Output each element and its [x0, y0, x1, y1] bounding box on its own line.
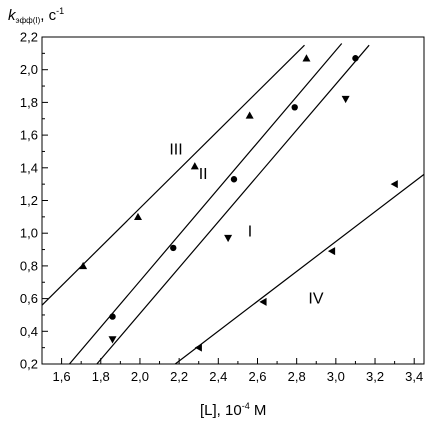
data-point-series-II [352, 55, 359, 62]
fit-lines [41, 43, 425, 365]
x-tick-label: 2,8 [288, 369, 306, 384]
data-point-series-II [109, 313, 116, 320]
x-axis-title-tail: M [250, 402, 267, 419]
data-point-series-IV [259, 297, 267, 306]
data-point-series-I [341, 95, 350, 104]
data-point-series-III [133, 212, 142, 221]
y-tick-label: 1,0 [20, 226, 38, 241]
y-tick-label: 0,2 [20, 357, 38, 372]
y-axis-title-tail: , c [40, 7, 56, 24]
data-point-series-III [190, 162, 199, 170]
data-point-series-II [170, 244, 177, 252]
x-tick-label: 3,2 [366, 369, 384, 384]
y-tick-label: 1,4 [20, 160, 38, 175]
y-tick-label: 0,6 [20, 291, 38, 306]
x-axis-title-superscript: -4 [242, 401, 250, 411]
y-tick-label: 0,4 [20, 324, 38, 339]
x-tick-label: 2,6 [248, 369, 266, 384]
x-tick-label: 1,8 [92, 369, 110, 384]
data-point-series-III [302, 54, 311, 62]
y-axis-ticks: 0,2 0,4 0,6 0,8 1,0 1,2 1,4 1,6 1,8 2,0 2,2 [20, 30, 48, 372]
x-tick-label: 2,4 [209, 369, 227, 384]
fit-line-series-III [41, 44, 305, 306]
series-label-III: III [169, 142, 182, 159]
data-point-series-II [230, 176, 238, 183]
data-markers [79, 54, 398, 352]
y-axis-title-main: k [8, 7, 17, 24]
y-tick-label: 2,0 [20, 62, 38, 77]
fit-line-series-I [96, 44, 370, 365]
y-tick-label: 1,8 [20, 95, 38, 110]
data-point-series-III [79, 261, 88, 270]
y-tick-label: 0,8 [20, 258, 38, 273]
plot-area-border [41, 36, 425, 365]
x-axis-ticks: 1,6 1,8 2,0 2,2 2,4 2,6 2,8 3,0 3,2 3,4 [53, 358, 423, 384]
y-tick-label: 2,2 [20, 30, 38, 45]
x-tick-label: 2,2 [170, 369, 188, 384]
fit-line-series-IV [174, 173, 425, 365]
y-axis-title: kэфф(I), c-1 [8, 6, 64, 25]
data-point-series-III [245, 111, 254, 119]
plot-frame [41, 36, 425, 365]
data-point-series-IV [194, 343, 202, 352]
data-point-series-II [291, 104, 298, 111]
x-tick-label: 3,4 [405, 369, 423, 384]
y-axis-title-superscript: -1 [56, 6, 64, 16]
data-point-series-IV [390, 180, 398, 189]
data-point-series-IV [327, 247, 336, 256]
y-axis-title-subscript: эфф(I) [16, 16, 41, 25]
x-tick-label: 2,0 [131, 369, 149, 384]
x-axis-title-main: [L], 10 [200, 402, 242, 419]
x-tick-label: 3,0 [327, 369, 345, 384]
series-label-IV: IV [308, 291, 323, 308]
y-tick-label: 1,6 [20, 128, 38, 143]
y-tick-label: 1,2 [20, 193, 38, 208]
data-point-series-I [108, 336, 117, 344]
x-axis-title: [L], 10-4 M [200, 401, 266, 419]
series-label-I: I [248, 223, 252, 240]
data-point-series-I [224, 234, 233, 243]
series-label-II: II [199, 166, 208, 183]
x-tick-label: 1,6 [53, 369, 71, 384]
fit-line-series-II [68, 43, 343, 365]
